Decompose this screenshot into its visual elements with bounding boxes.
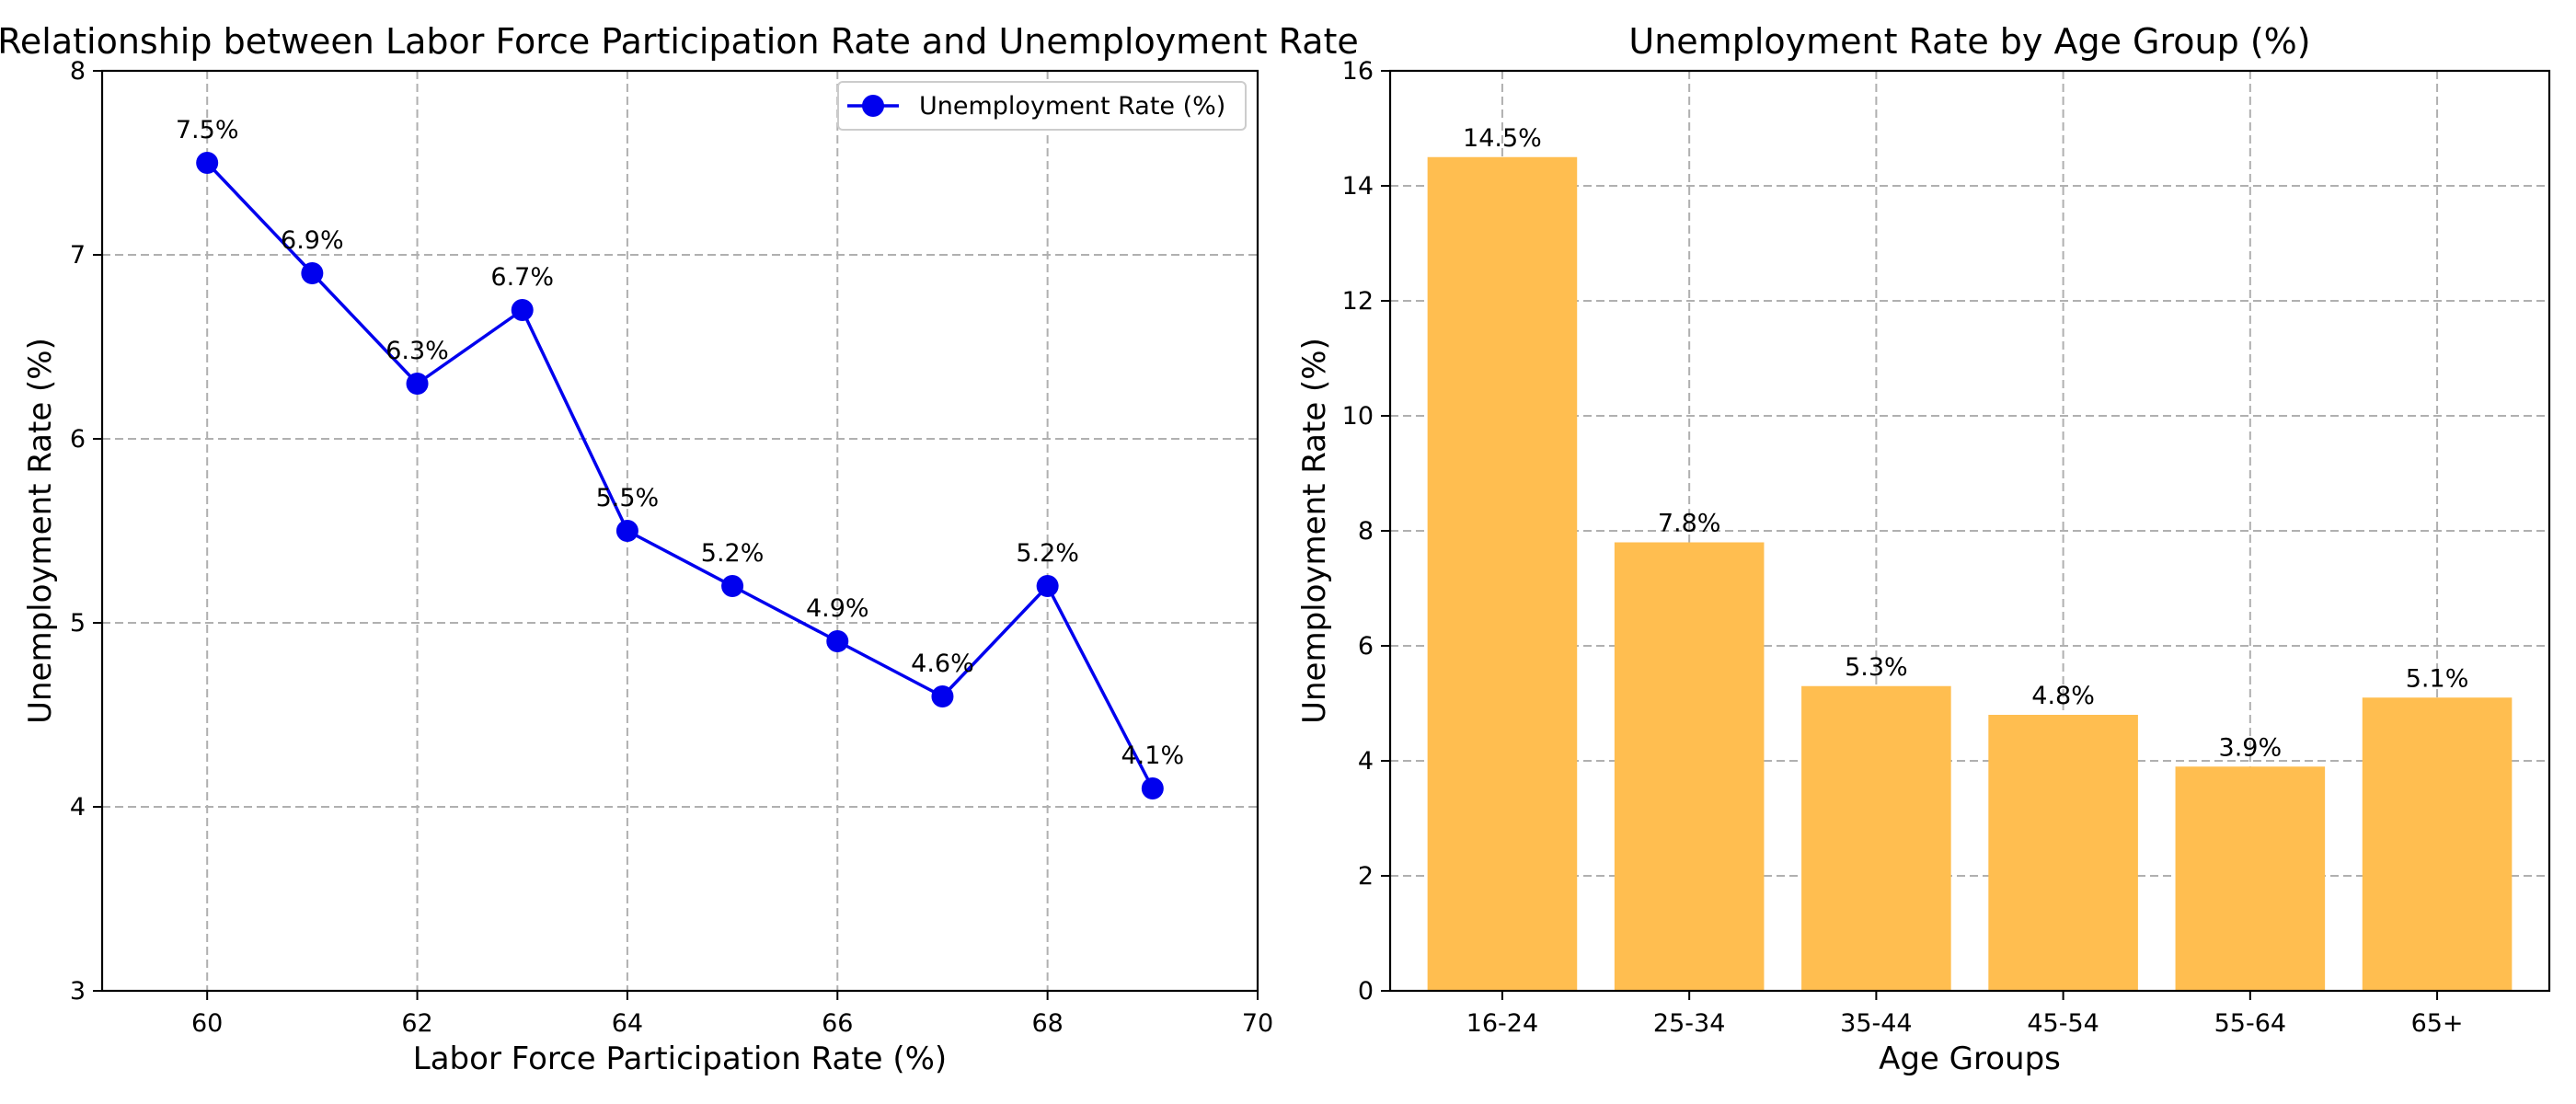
y-tick-label: 7: [70, 241, 86, 270]
bar: [1801, 685, 1951, 991]
line-chart: 7.5% 6.9% 6.3% 6.7% 5.5% 5.2% 4.9% 4.6% 5.2% 4.1%…: [0, 21, 1359, 1077]
bar-chart-ticks: 16-24 25-34 35-44 45-54 55-64 65+ 0 2 4 6 8 10 12 14 1…: [1342, 57, 2464, 1038]
y-tick-label: 8: [1358, 517, 1374, 546]
bar-chart-data-labels: 14.5% 7.8% 5.3% 4.8% 3.9% 5.1%: [1463, 124, 2468, 763]
bar: [2175, 766, 2326, 991]
bar: [2362, 697, 2513, 991]
bar-chart-title: Unemployment Rate by Age Group (%): [1628, 21, 2310, 62]
data-label: 4.9%: [806, 594, 869, 623]
data-label: 5.2%: [701, 539, 765, 568]
x-tick-label: 64: [612, 1009, 643, 1038]
line-chart-legend: Unemployment Rate (%): [837, 81, 1247, 131]
bar-data-label: 4.8%: [2031, 682, 2095, 710]
bar-data-label: 5.1%: [2406, 664, 2469, 693]
data-point: [301, 262, 324, 284]
bar-chart: 14.5% 7.8% 5.3% 4.8% 3.9% 5.1% 16-24 25-34 35-4…: [1296, 21, 2551, 1077]
x-tick-label: 68: [1031, 1009, 1063, 1038]
y-tick-label: 4: [1358, 747, 1374, 776]
y-tick-label: 16: [1342, 57, 1374, 86]
legend-marker-icon: [862, 95, 884, 117]
bar-data-label: 14.5%: [1463, 124, 1542, 153]
legend-entry: Unemployment Rate (%): [919, 92, 1225, 121]
y-tick-label: 6: [1358, 632, 1374, 661]
bar-chart-x-axis-label: Age Groups: [1879, 1041, 2061, 1077]
line-chart-ticks: 60 62 64 66 68 70 3 4 5 6 7 8: [70, 57, 1273, 1038]
data-label: 6.3%: [385, 337, 449, 365]
bar-chart-y-axis-label: Unemployment Rate (%): [1296, 338, 1333, 724]
data-label: 4.1%: [1121, 742, 1185, 770]
y-tick-label: 12: [1342, 287, 1374, 316]
data-point: [511, 299, 534, 321]
bar-chart-bars: [1427, 156, 2513, 991]
x-tick-label: 70: [1242, 1009, 1273, 1038]
bar: [1614, 542, 1765, 991]
line-chart-frame: [100, 69, 1259, 993]
bar: [1427, 156, 1578, 991]
data-label: 6.7%: [490, 263, 554, 292]
x-tick-label: 66: [822, 1009, 853, 1038]
line-chart-data-labels: 7.5% 6.9% 6.3% 6.7% 5.5% 5.2% 4.9% 4.6% 5.2% 4.1%: [176, 116, 1184, 770]
y-tick-label: 4: [70, 793, 86, 822]
line-chart-title: Relationship between Labor Force Partici…: [0, 21, 1359, 62]
y-tick-label: 5: [70, 609, 86, 638]
line-chart-x-axis-label: Labor Force Participation Rate (%): [413, 1041, 947, 1077]
data-label: 4.6%: [911, 650, 974, 678]
y-tick-label: 3: [70, 977, 86, 1006]
data-label: 5.2%: [1016, 539, 1079, 568]
y-tick-label: 0: [1358, 977, 1374, 1006]
data-point: [196, 152, 219, 174]
series-line: [205, 161, 1155, 789]
bar: [1988, 715, 2138, 991]
data-point: [1036, 575, 1059, 597]
x-tick-label: 35-44: [1840, 1009, 1912, 1038]
data-point: [826, 630, 849, 652]
line-chart-series: [196, 152, 1164, 799]
bar-data-label: 7.8%: [1658, 510, 1721, 538]
bar-data-label: 5.3%: [1845, 653, 1908, 682]
y-tick-label: 8: [70, 57, 86, 86]
y-tick-label: 6: [70, 425, 86, 454]
data-point: [615, 520, 638, 542]
x-tick-label: 16-24: [1466, 1009, 1538, 1038]
line-chart-grid: [102, 70, 1259, 992]
y-tick-label: 10: [1342, 402, 1374, 431]
y-tick-label: 14: [1342, 172, 1374, 201]
data-point: [406, 373, 429, 395]
data-label: 7.5%: [176, 116, 239, 144]
legend-box: [837, 81, 1247, 131]
x-tick-label: 55-64: [2214, 1009, 2286, 1038]
data-label: 5.5%: [596, 484, 660, 512]
x-tick-label: 25-34: [1653, 1009, 1725, 1038]
bar-data-label: 3.9%: [2219, 733, 2283, 762]
data-point: [1141, 777, 1164, 799]
data-point: [931, 685, 954, 707]
line-chart-y-axis-label: Unemployment Rate (%): [22, 338, 59, 724]
x-tick-label: 62: [401, 1009, 432, 1038]
x-tick-label: 45-54: [2027, 1009, 2099, 1038]
data-label: 6.9%: [281, 226, 344, 255]
y-tick-label: 2: [1358, 862, 1374, 891]
x-tick-label: 60: [191, 1009, 223, 1038]
x-tick-label: 65+: [2411, 1009, 2464, 1038]
data-point: [721, 575, 744, 597]
